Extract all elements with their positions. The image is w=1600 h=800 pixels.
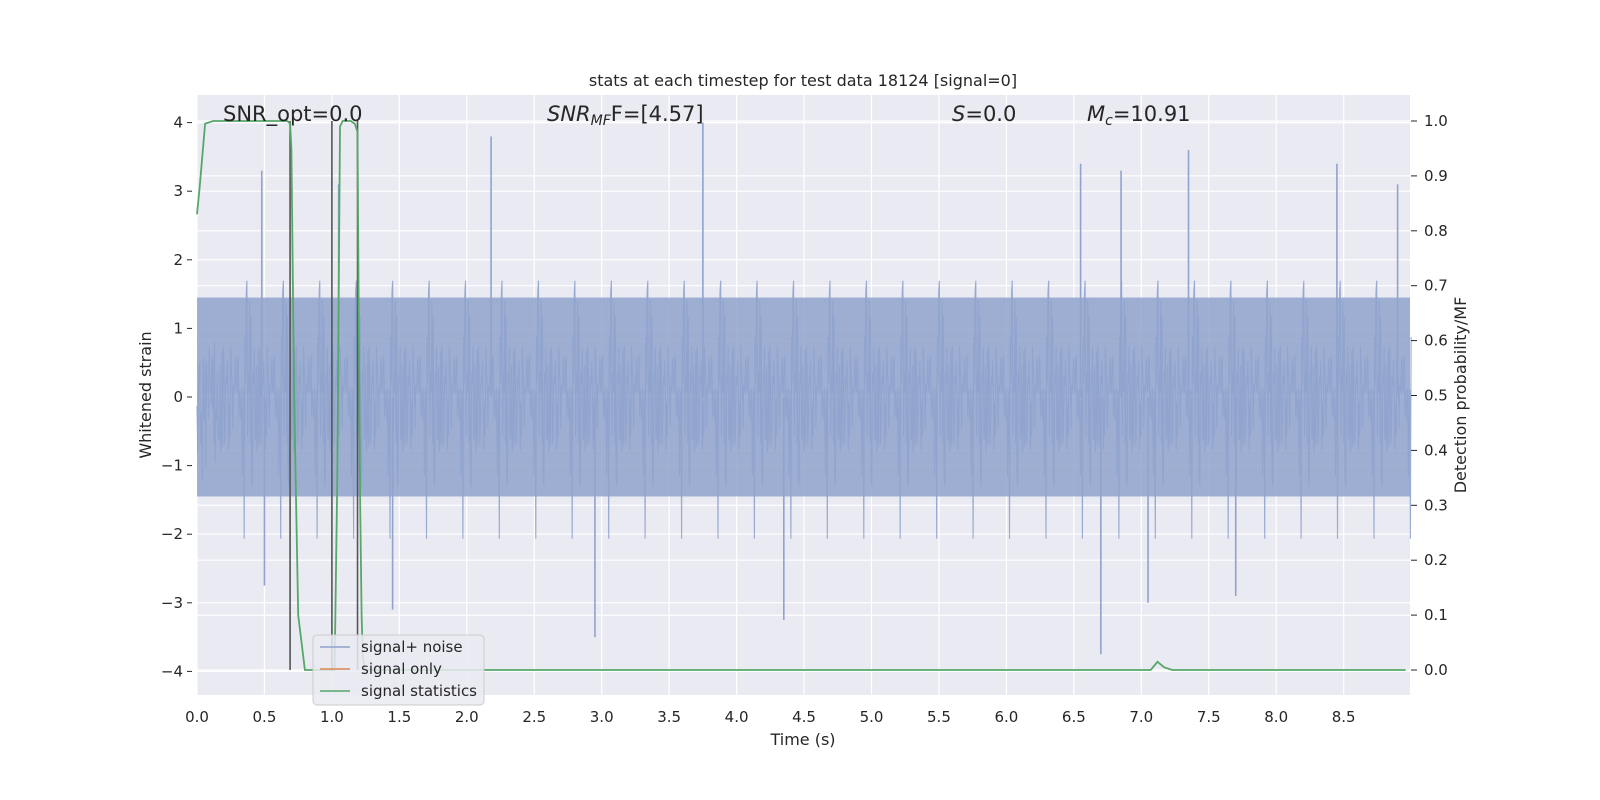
x-tick-label: 8.5 — [1332, 708, 1356, 726]
annotation-mc: Mc=10.91 — [1087, 102, 1191, 129]
y-tick-label: 4 — [173, 114, 183, 132]
x-tick-label: 4.0 — [725, 708, 749, 726]
y2-axis-ticks: 1.0 0.9 0.8 0.7 0.6 0.5 0.4 0.3 0.2 0.1 0.0 — [1411, 112, 1448, 679]
x-tick-label: 0.5 — [253, 708, 277, 726]
annotation-snr-mf: SNRMFF=[4.57] — [547, 102, 704, 129]
y-tick-label: −1 — [161, 457, 183, 475]
annotation-s: S=0.0 — [952, 102, 1016, 126]
x-tick-label: 1.0 — [320, 708, 344, 726]
y2-tick-label: 0.3 — [1424, 496, 1448, 514]
legend-label-stats: signal statistics — [361, 682, 477, 700]
x-tick-label: 0.0 — [185, 708, 209, 726]
y-tick-label: −4 — [161, 662, 183, 680]
chart-title: stats at each timestep for test data 181… — [589, 71, 1017, 90]
y-tick-label: −2 — [161, 525, 183, 543]
y2-tick-label: 0.7 — [1424, 277, 1448, 295]
y-tick-label: 2 — [173, 251, 183, 269]
y2-tick-label: 0.0 — [1424, 661, 1448, 679]
y-tick-label: 3 — [173, 182, 183, 200]
x-tick-label: 5.5 — [927, 708, 951, 726]
x-tick-label: 4.5 — [792, 708, 816, 726]
x-axis-ticks: 0.0 0.5 1.0 1.5 2.0 2.5 3.0 3.5 4.0 4.5 5.0 5.5 6.0 6… — [185, 708, 1356, 726]
y2-tick-label: 0.1 — [1424, 606, 1448, 624]
y2-tick-label: 0.5 — [1424, 387, 1448, 405]
legend-label-signal: signal only — [361, 660, 442, 678]
y-tick-label: −3 — [161, 594, 183, 612]
y2-tick-label: 1.0 — [1424, 112, 1448, 130]
y-axis-ticks: 4 3 2 1 0 −1 −2 −3 −4 — [161, 114, 192, 680]
signal-statistics-series — [196, 120, 1406, 671]
x-tick-label: 2.0 — [455, 708, 479, 726]
y2-tick-label: 0.4 — [1424, 441, 1448, 459]
signal-noise-series — [196, 122, 1412, 655]
signal-statistics-line — [196, 120, 1406, 671]
x-tick-label: 3.5 — [657, 708, 681, 726]
x-tick-label: 6.0 — [994, 708, 1018, 726]
x-tick-label: 8.0 — [1264, 708, 1288, 726]
y2-tick-label: 0.9 — [1424, 167, 1448, 185]
legend-label-noise: signal+ noise — [361, 638, 463, 656]
legend: signal+ noise signal only signal statist… — [312, 634, 485, 706]
noise-core-band — [197, 297, 1410, 497]
legend-box — [312, 634, 485, 706]
x-axis-label: Time (s) — [769, 730, 835, 749]
y-axis-label: Whitened strain — [136, 331, 155, 458]
annotation-snr-opt: SNR_opt=0.0 — [223, 102, 363, 127]
y2-tick-label: 0.6 — [1424, 332, 1448, 350]
x-tick-label: 5.0 — [860, 708, 884, 726]
x-tick-label: 6.5 — [1062, 708, 1086, 726]
y-tick-label: 0 — [173, 388, 183, 406]
y-tick-label: 1 — [173, 319, 183, 337]
x-tick-label: 2.5 — [522, 708, 546, 726]
x-tick-label: 7.0 — [1129, 708, 1153, 726]
y2-tick-label: 0.2 — [1424, 551, 1448, 569]
x-tick-label: 7.5 — [1197, 708, 1221, 726]
y2-axis-label: Detection probability/MF — [1451, 297, 1470, 494]
x-tick-label: 1.5 — [387, 708, 411, 726]
y2-tick-label: 0.8 — [1424, 222, 1448, 240]
x-tick-label: 3.0 — [590, 708, 614, 726]
